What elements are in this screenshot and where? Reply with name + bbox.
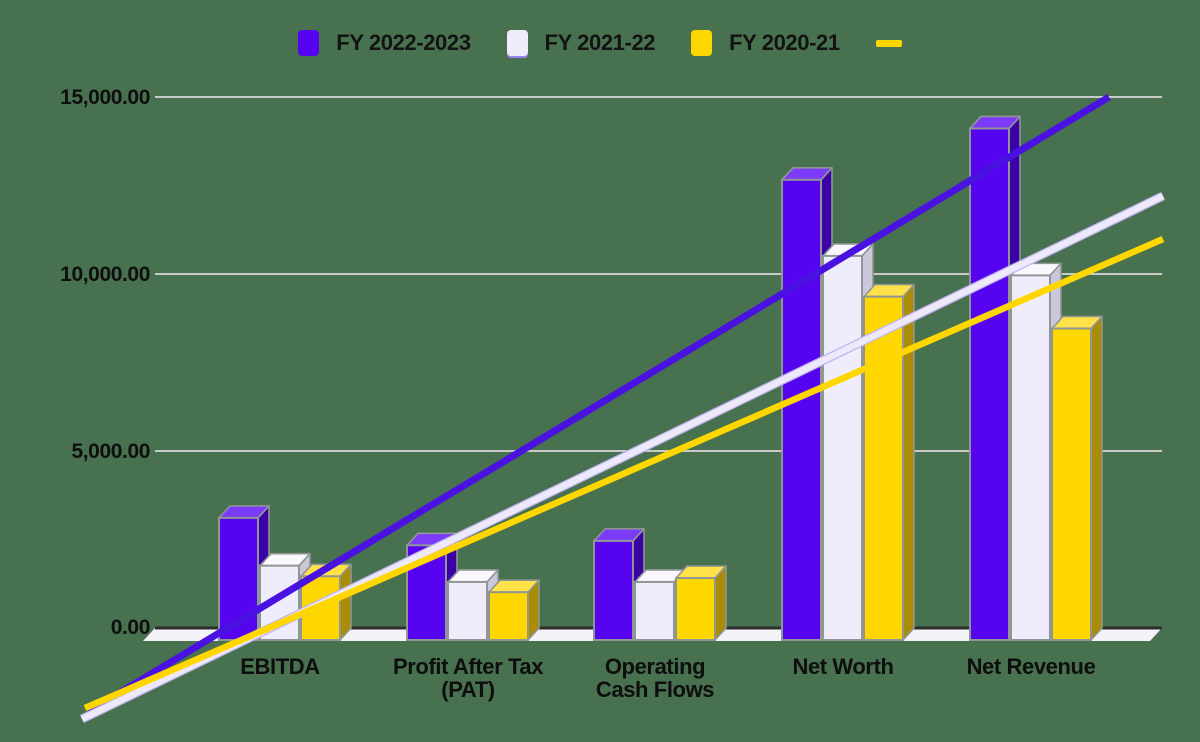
x-category-label-operating-cash-flows: Operating — [605, 654, 705, 679]
legend-item-fy-2021-22: FY 2021-22 — [506, 30, 656, 56]
bar-fy-2021-22-net-worth — [822, 254, 863, 641]
legend-square-marker-icon — [506, 30, 528, 56]
bar-fy-2021-22-operating-cash-flows — [634, 580, 675, 641]
bar-fy-2021-22-net-revenue — [1010, 274, 1051, 641]
bar-fy-2020-21-net-revenue — [1051, 327, 1092, 641]
bar-fy-2022-2023-operating-cash-flows — [593, 539, 634, 642]
bar-fy-2021-22-profit-after-tax-pat — [447, 580, 488, 641]
bar-fy-2020-21-net-worth-side — [902, 283, 915, 641]
x-category-label-operating-cash-flows-line2: Cash Flows — [596, 677, 714, 702]
y-tick-label-10000: 10,000.00 — [60, 263, 150, 286]
legend-square-marker-icon — [691, 30, 713, 56]
x-category-label-profit-after-tax-pat-line2: (PAT) — [441, 677, 494, 702]
legend-line-marker-icon — [875, 39, 902, 47]
legend-item-fy-2020-21: FY 2020-21 — [691, 30, 840, 56]
legend-label: FY 2020-21 — [729, 30, 840, 55]
y-tick-label-15000: 15,000.00 — [60, 86, 150, 109]
trendline-fy-2022-2023 — [86, 94, 1111, 715]
bar-fy-2022-2023-net-worth — [781, 178, 822, 642]
legend-label: FY 2022-2023 — [336, 30, 471, 55]
legend-label: FY 2021-22 — [544, 30, 656, 55]
x-category-label-profit-after-tax-pat: Profit After Tax — [393, 654, 544, 679]
legend-square-marker-icon — [298, 30, 320, 56]
bar-fy-2020-21-net-worth — [863, 295, 904, 641]
bar-fy-2020-21-profit-after-tax-pat — [488, 591, 529, 642]
legend-item-trendline — [875, 39, 902, 47]
legend: FY 2022-2023 FY 2021-22 FY 2020-21 — [0, 30, 1200, 56]
x-category-label-ebitda: EBITDA — [240, 654, 320, 679]
bar-fy-2020-21-net-revenue-side — [1090, 315, 1103, 641]
bar-fy-2022-2023-net-revenue — [969, 127, 1010, 641]
trendline-fy-2020-21 — [83, 236, 1165, 711]
x-category-label-net-revenue: Net Revenue — [967, 654, 1096, 679]
y-tick-label-0: 0.00 — [111, 616, 150, 639]
y-tick-label-5000: 5,000.00 — [71, 440, 150, 463]
legend-item-fy-2022-2023: FY 2022-2023 — [298, 30, 471, 56]
x-category-label-net-worth: Net Worth — [792, 654, 893, 679]
bar-fy-2020-21-operating-cash-flows — [675, 577, 716, 641]
